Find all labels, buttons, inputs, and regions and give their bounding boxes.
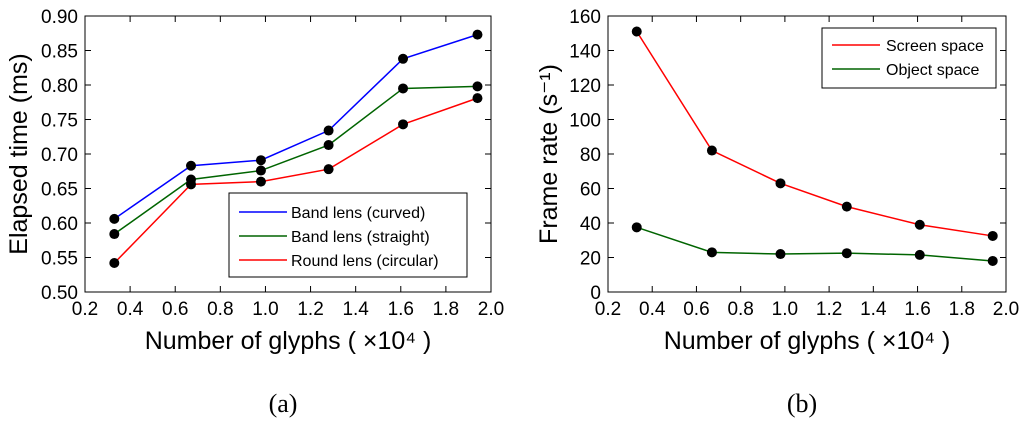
series-line-0	[113, 33, 478, 220]
y-tick-label: 80	[580, 145, 601, 166]
y-axis-label: Elapsed time (ms)	[5, 53, 33, 254]
data-point	[398, 119, 409, 130]
legend-label: Round lens (circular)	[291, 253, 439, 270]
data-point	[255, 155, 266, 166]
x-tick-label: 1.0	[252, 299, 278, 320]
data-point	[255, 176, 266, 187]
x-tick-label: 0.2	[595, 299, 621, 320]
y-tick-label: 120	[569, 76, 601, 97]
data-point	[109, 229, 120, 240]
legend: Band lens (curved) Band lens (straight) Ro…	[228, 192, 468, 278]
series-line-1	[113, 85, 478, 235]
x-tick-label: 1.6	[388, 299, 414, 320]
data-point	[186, 179, 197, 190]
x-tick-label: 2.0	[478, 299, 504, 320]
x-tick-label: 0.8	[207, 299, 233, 320]
x-tick-label: 0.4	[117, 299, 144, 320]
x-axis-label: Number of glyphs ( ×10⁴ )	[145, 327, 432, 355]
data-point	[323, 125, 334, 136]
x-axis-label: Number of glyphs ( ×10⁴ )	[664, 327, 951, 355]
data-point	[987, 230, 998, 241]
data-point	[914, 219, 925, 230]
x-tick-label: 0.6	[162, 299, 188, 320]
y-tick-label: 60	[580, 180, 601, 201]
legend-label: Band lens (straight)	[291, 229, 430, 246]
y-tick-label: 0	[590, 283, 601, 304]
data-point	[841, 201, 852, 212]
y-tick-label: 140	[569, 42, 601, 63]
series-line-1	[636, 226, 993, 262]
legend-box	[228, 192, 468, 278]
y-tick-label: 0.80	[41, 76, 78, 97]
data-point	[472, 29, 483, 40]
data-point	[398, 83, 409, 94]
y-axis-label: Frame rate (s⁻¹)	[535, 64, 563, 244]
data-point	[706, 145, 717, 156]
x-tick-label: 0.8	[727, 299, 753, 320]
x-tick-label: 1.4	[860, 299, 887, 320]
legend-label: Band lens (curved)	[291, 205, 425, 222]
x-tick-label: 1.2	[297, 299, 323, 320]
y-tick-label: 20	[580, 249, 601, 270]
legend: Screen space Object space	[821, 27, 997, 89]
x-tick-label: 1.8	[949, 299, 975, 320]
y-tick-label: 0.60	[41, 214, 78, 235]
subfigure-caption: (a)	[269, 389, 298, 418]
x-tick-label: 1.2	[816, 299, 842, 320]
x-tick-label: 1.4	[342, 299, 369, 320]
data-point	[323, 140, 334, 151]
data-point	[255, 165, 266, 176]
data-point	[186, 160, 197, 171]
y-tick-label: 0.85	[41, 42, 78, 63]
data-point	[775, 249, 786, 260]
y-tick-label: 160	[569, 7, 601, 28]
x-tick-label: 0.2	[72, 299, 98, 320]
chart-a: 0.2 0.4 0.6 0.8 1.0 1.2 1.4 1.6 1.8 2.0 0.50 0.55 0.…	[5, 7, 504, 418]
y-tick-label: 0.70	[41, 145, 78, 166]
data-point	[914, 249, 925, 260]
data-point	[631, 222, 642, 233]
y-tick-label: 0.75	[41, 111, 78, 132]
chart-b: 0.2 0.4 0.6 0.8 1.0 1.2 1.4 1.6 1.8 2.0 0 20 40 60 80 1…	[535, 7, 1019, 418]
series-line-2	[113, 97, 478, 264]
subfigure-caption: (b)	[787, 389, 817, 418]
x-tick-label: 1.8	[433, 299, 459, 320]
data-point	[398, 53, 409, 64]
data-point	[775, 178, 786, 189]
x-tick-label: 0.6	[683, 299, 709, 320]
legend-label: Object space	[886, 62, 979, 79]
legend-label: Screen space	[886, 38, 984, 55]
data-point	[841, 248, 852, 259]
data-point	[706, 247, 717, 258]
y-tick-label: 40	[580, 214, 601, 235]
x-tick-label: 0.4	[639, 299, 666, 320]
x-tick-label: 1.0	[772, 299, 798, 320]
data-point	[472, 93, 483, 104]
data-point	[472, 81, 483, 92]
legend-box	[821, 27, 997, 89]
data-point	[109, 258, 120, 269]
x-tick-label: 1.6	[904, 299, 930, 320]
data-point	[987, 255, 998, 266]
y-tick-label: 0.55	[41, 249, 78, 270]
series-line-0	[636, 31, 993, 237]
y-tick-label: 0.90	[41, 7, 78, 28]
y-tick-label: 0.50	[41, 283, 78, 304]
x-tick-label: 2.0	[993, 299, 1019, 320]
data-point	[631, 26, 642, 37]
y-tick-label: 100	[569, 111, 601, 132]
y-tick-label: 0.65	[41, 180, 78, 201]
data-point	[109, 213, 120, 224]
data-point	[323, 164, 334, 175]
